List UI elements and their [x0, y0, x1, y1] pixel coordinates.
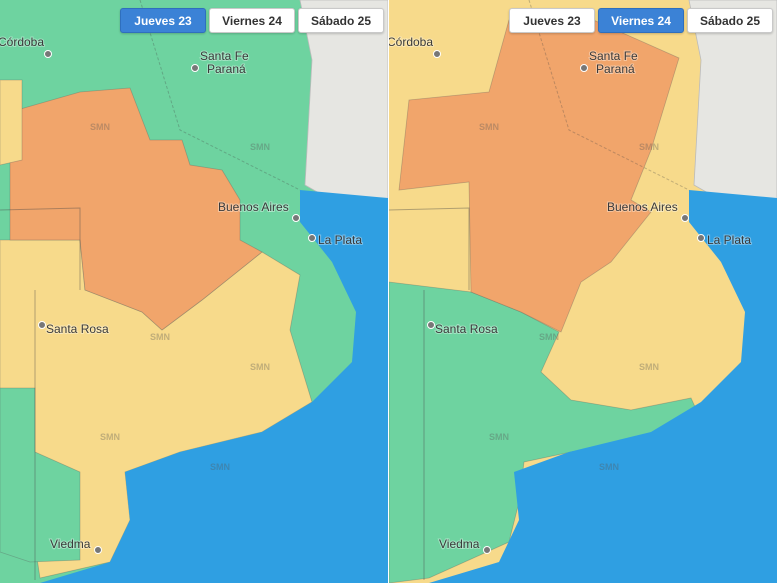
- watermark: SMN: [639, 362, 659, 372]
- alert-zone: [9, 87, 263, 331]
- day-tab[interactable]: Sábado 25: [298, 8, 384, 33]
- border: [139, 0, 301, 191]
- alert-zone: [0, 387, 81, 563]
- border: [0, 207, 81, 290]
- map-panel: SMN SMN SMN SMN SMN SMN Córdoba Santa Fe Paraná B…: [0, 0, 388, 583]
- city-label: Viedma: [439, 537, 480, 551]
- ocean: [429, 190, 777, 583]
- city-label: Santa Fe: [200, 49, 249, 63]
- city-label: Santa Rosa: [46, 322, 109, 336]
- city-dot: [191, 64, 199, 72]
- city-dot: [681, 214, 689, 222]
- city-label: La Plata: [707, 233, 751, 247]
- border: [389, 207, 470, 290]
- map-panel: SMN SMN SMN SMN SMN SMN Córdoba Santa Fe Paraná B…: [389, 0, 777, 583]
- watermark: SMN: [639, 142, 659, 152]
- day-tabs: Jueves 23 Viernes 24 Sábado 25: [509, 8, 773, 33]
- day-tab[interactable]: Jueves 23: [509, 8, 595, 33]
- city-dot: [483, 546, 491, 554]
- watermark: SMN: [479, 122, 499, 132]
- city-label: Buenos Aires: [607, 200, 678, 214]
- alert-zone: [0, 79, 23, 166]
- city-label: Paraná: [207, 62, 246, 76]
- city-dot: [94, 546, 102, 554]
- city-label: Santa Fe: [589, 49, 638, 63]
- watermark: SMN: [90, 122, 110, 132]
- city-dot: [44, 50, 52, 58]
- city-label: Viedma: [50, 537, 91, 551]
- day-tab[interactable]: Sábado 25: [687, 8, 773, 33]
- day-tab[interactable]: Jueves 23: [120, 8, 206, 33]
- watermark: SMN: [250, 362, 270, 372]
- city-dot: [292, 214, 300, 222]
- city-dot: [580, 64, 588, 72]
- city-label: La Plata: [318, 233, 362, 247]
- city-dot: [38, 321, 46, 329]
- ocean: [40, 190, 388, 583]
- city-label: Buenos Aires: [218, 200, 289, 214]
- day-tab[interactable]: Viernes 24: [598, 8, 684, 33]
- city-dot: [433, 50, 441, 58]
- city-dot: [427, 321, 435, 329]
- city-label: Córdoba: [389, 35, 433, 49]
- day-tabs: Jueves 23 Viernes 24 Sábado 25: [120, 8, 384, 33]
- city-dot: [308, 234, 316, 242]
- city-label: Paraná: [596, 62, 635, 76]
- watermark: SMN: [150, 332, 170, 342]
- watermark: SMN: [539, 332, 559, 342]
- watermark: SMN: [210, 462, 230, 472]
- city-label: Santa Rosa: [435, 322, 498, 336]
- watermark: SMN: [599, 462, 619, 472]
- watermark: SMN: [100, 432, 120, 442]
- city-label: Córdoba: [0, 35, 44, 49]
- watermark: SMN: [489, 432, 509, 442]
- city-dot: [697, 234, 705, 242]
- border: [528, 0, 690, 191]
- day-tab[interactable]: Viernes 24: [209, 8, 295, 33]
- watermark: SMN: [250, 142, 270, 152]
